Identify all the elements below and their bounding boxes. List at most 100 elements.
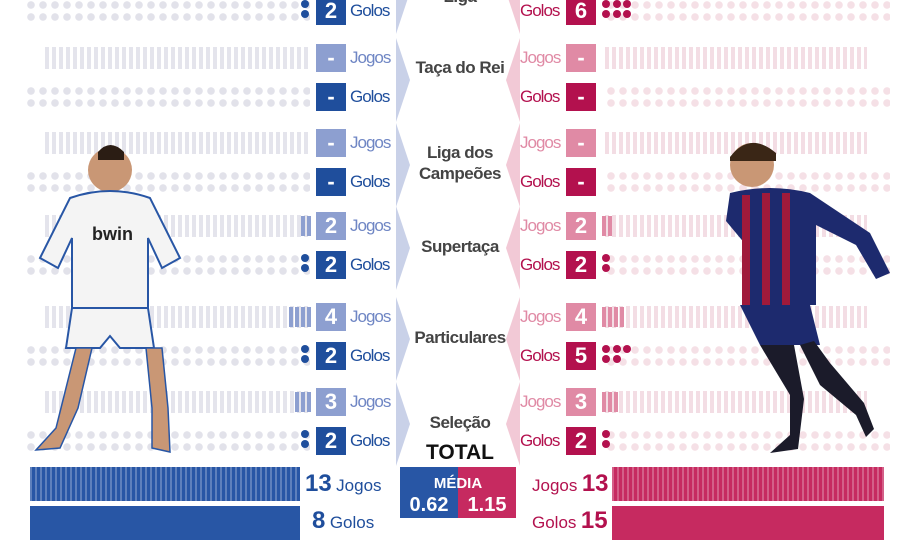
jogos-marks bbox=[301, 216, 311, 236]
messi-jogos-label: Jogos bbox=[520, 392, 561, 411]
goal-mark bbox=[623, 0, 632, 8]
messi-golos-strip bbox=[605, 85, 890, 109]
messi-total-jogos-bar bbox=[612, 467, 884, 501]
messi-golos-value: 2 bbox=[566, 427, 596, 455]
messi-jogos-label: Jogos bbox=[520, 216, 561, 235]
chevron-right-icon bbox=[396, 382, 410, 466]
ronaldo-golos-label: Golos bbox=[350, 255, 390, 274]
ronaldo-jogos-label: Jogos bbox=[350, 216, 391, 235]
game-mark bbox=[602, 216, 606, 236]
game-mark bbox=[620, 307, 624, 327]
label: Golos bbox=[329, 513, 375, 532]
ronaldo-total-golos-bar bbox=[30, 506, 300, 540]
chevron-left-icon bbox=[506, 297, 520, 381]
messi-jogos-strip bbox=[605, 47, 867, 69]
ronaldo-jogos-label: Jogos bbox=[350, 307, 391, 326]
value: 13 bbox=[581, 470, 609, 497]
game-mark bbox=[614, 392, 618, 412]
ronaldo-golos-value: 2 bbox=[316, 427, 346, 455]
category-label: Taça do Rei bbox=[415, 58, 505, 77]
chevron-left-icon bbox=[506, 38, 520, 122]
ronaldo-total-jogos-bar bbox=[30, 467, 300, 501]
game-mark bbox=[295, 392, 299, 412]
total-title: TOTAL bbox=[425, 441, 495, 464]
goal-mark bbox=[602, 430, 610, 438]
game-mark bbox=[295, 307, 299, 327]
messi-jogos-value: - bbox=[566, 129, 596, 157]
goal-mark bbox=[301, 430, 309, 438]
ronaldo-golos-label: Golos bbox=[350, 431, 390, 450]
chevron-left-icon bbox=[506, 0, 520, 34]
goal-mark bbox=[602, 10, 610, 18]
game-mark bbox=[602, 392, 606, 412]
goal-mark bbox=[602, 440, 610, 448]
chevron-right-icon bbox=[396, 123, 410, 207]
messi-jogos-value: - bbox=[566, 44, 596, 72]
ronaldo-jogos-value: - bbox=[316, 129, 346, 157]
messi-photo bbox=[726, 142, 890, 453]
ronaldo-jogos-value: 4 bbox=[316, 303, 346, 331]
golos-marks bbox=[602, 430, 612, 452]
messi-media: 1.15 bbox=[467, 494, 507, 516]
goal-mark bbox=[612, 0, 621, 8]
messi-golos-strip bbox=[605, 0, 890, 23]
messi-golos-strip bbox=[605, 344, 890, 368]
chevron-right-icon bbox=[396, 38, 410, 122]
goal-mark bbox=[612, 10, 621, 18]
messi-golos-label: Golos bbox=[520, 255, 560, 274]
goal-mark bbox=[301, 254, 309, 262]
goal-mark bbox=[301, 440, 309, 448]
ronaldo-total-jogos: 13 Jogos bbox=[305, 470, 382, 498]
ronaldo-jogos-value: - bbox=[316, 44, 346, 72]
goal-mark bbox=[602, 355, 610, 363]
chevron-left-icon bbox=[506, 382, 520, 466]
goal-mark bbox=[301, 345, 309, 353]
ronaldo-jogos-label: Jogos bbox=[350, 48, 391, 67]
goal-mark bbox=[602, 254, 610, 262]
goal-mark bbox=[301, 355, 309, 363]
messi-jogos-value: 4 bbox=[566, 303, 596, 331]
messi-golos-value: 2 bbox=[566, 251, 596, 279]
goal-mark bbox=[612, 355, 621, 363]
game-mark bbox=[307, 307, 311, 327]
messi-golos-value: 5 bbox=[566, 342, 596, 370]
category-label: Liga bbox=[410, 0, 510, 7]
game-mark bbox=[301, 392, 305, 412]
ronaldo-golos-label: Golos bbox=[350, 346, 390, 365]
media-label: MÉDIA bbox=[433, 475, 483, 492]
golos-marks bbox=[301, 254, 311, 276]
messi-jogos-value: 2 bbox=[566, 212, 596, 240]
label: Jogos bbox=[532, 476, 578, 495]
goal-mark bbox=[602, 345, 610, 353]
label: Golos bbox=[532, 513, 577, 532]
ronaldo-golos-strip bbox=[25, 85, 310, 109]
value: 15 bbox=[580, 507, 608, 534]
chevron-left-icon bbox=[506, 206, 520, 290]
ronaldo-golos-value: - bbox=[316, 168, 346, 196]
chevron-right-icon bbox=[396, 206, 410, 290]
goal-mark bbox=[612, 345, 621, 353]
value: 13 bbox=[305, 470, 332, 497]
game-mark bbox=[602, 307, 606, 327]
ronaldo-total-golos: 8 Golos bbox=[312, 507, 374, 535]
jogos-marks bbox=[602, 216, 612, 236]
value: 8 bbox=[312, 507, 326, 534]
messi-total-golos-bar bbox=[612, 506, 884, 540]
ronaldo-golos-value: 2 bbox=[316, 0, 346, 25]
messi-jogos-strip bbox=[605, 132, 867, 154]
ronaldo-photo: bwin bbox=[34, 145, 182, 453]
messi-golos-value: 6 bbox=[566, 0, 596, 25]
goal-mark bbox=[301, 264, 309, 272]
golos-marks bbox=[602, 345, 632, 367]
chevron-left-icon bbox=[506, 123, 520, 207]
messi-golos-label: Golos bbox=[520, 1, 560, 20]
ronaldo-media: 0.62 bbox=[409, 494, 449, 516]
messi-golos-label: Golos bbox=[520, 172, 560, 191]
golos-marks bbox=[602, 254, 612, 276]
shirt-sponsor: bwin bbox=[92, 224, 133, 244]
messi-jogos-label: Jogos bbox=[520, 48, 561, 67]
game-mark bbox=[608, 307, 612, 327]
messi-jogos-label: Jogos bbox=[520, 307, 561, 326]
ronaldo-golos-value: 2 bbox=[316, 342, 346, 370]
goal-mark bbox=[301, 0, 309, 8]
